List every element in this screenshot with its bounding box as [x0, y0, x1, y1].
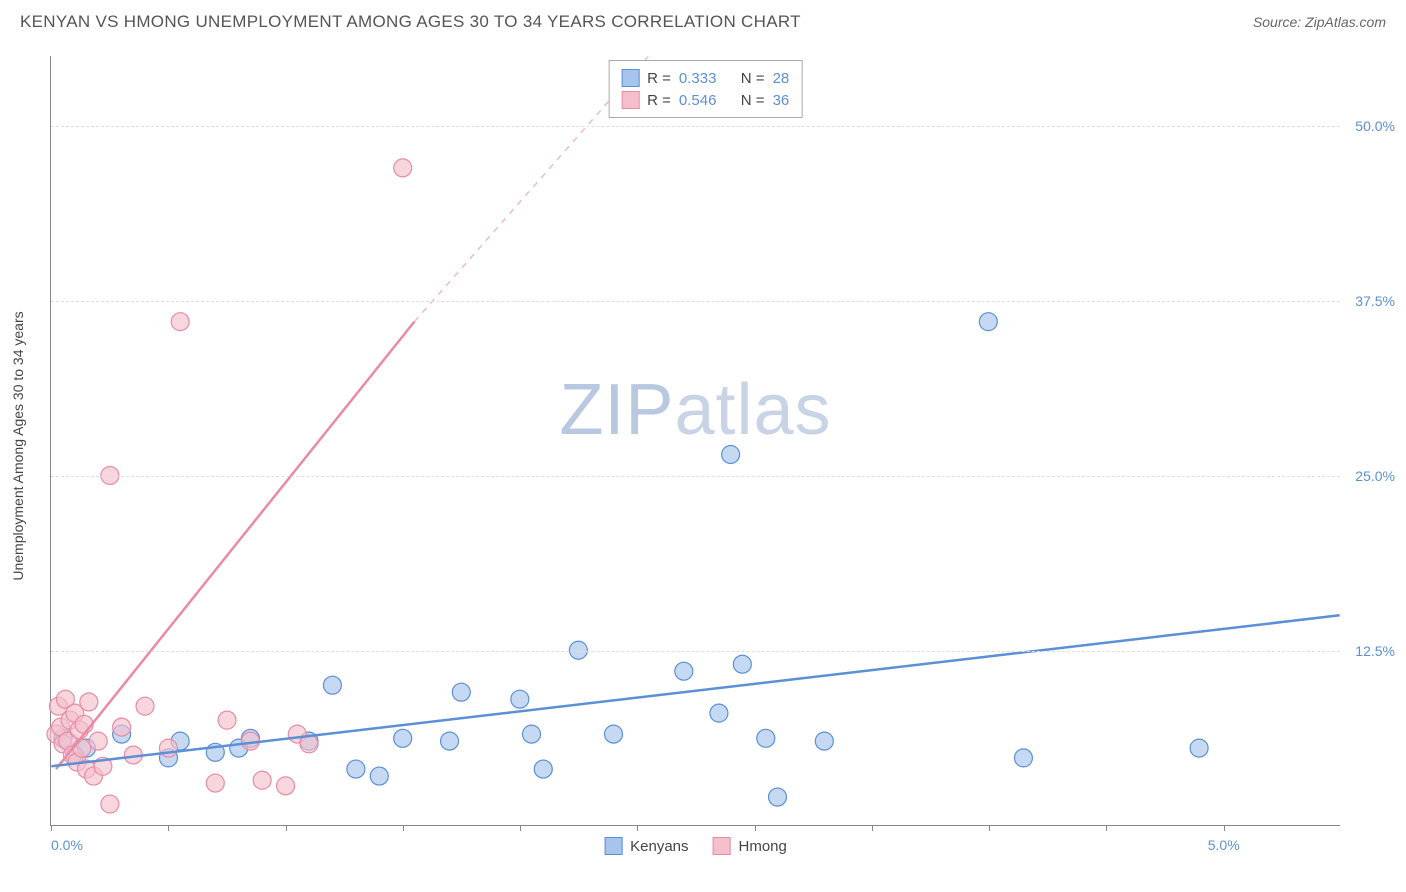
scatter-point	[815, 732, 833, 750]
x-tick	[872, 825, 873, 831]
r-label-2: R =	[647, 92, 671, 109]
x-tick	[520, 825, 521, 831]
scatter-point	[675, 662, 693, 680]
r-value-kenyans: 0.333	[679, 70, 717, 87]
legend-swatch-hmong	[713, 837, 731, 855]
x-tick	[168, 825, 169, 831]
y-tick-label: 12.5%	[1355, 643, 1395, 659]
scatter-point	[768, 788, 786, 806]
scatter-point	[136, 697, 154, 715]
scatter-point	[218, 711, 236, 729]
gridline	[51, 126, 1340, 127]
gridline	[51, 476, 1340, 477]
stats-row-kenyans: R = 0.333 N = 28	[621, 67, 789, 89]
scatter-point	[1014, 749, 1032, 767]
scatter-point	[277, 777, 295, 795]
x-tick	[755, 825, 756, 831]
legend-item-kenyans: Kenyans	[604, 837, 688, 855]
chart-source: Source: ZipAtlas.com	[1253, 14, 1386, 30]
n-value-kenyans: 28	[773, 70, 790, 87]
x-tick	[1224, 825, 1225, 831]
scatter-point	[323, 676, 341, 694]
legend-label-hmong: Hmong	[739, 838, 787, 855]
scatter-point	[1190, 739, 1208, 757]
stats-row-hmong: R = 0.546 N = 36	[621, 89, 789, 111]
y-tick-label: 37.5%	[1355, 293, 1395, 309]
n-label-2: N =	[741, 92, 765, 109]
x-tick-label: 0.0%	[51, 837, 83, 853]
scatter-point	[171, 313, 189, 331]
scatter-point	[441, 732, 459, 750]
legend-label-kenyans: Kenyans	[630, 838, 688, 855]
scatter-point	[534, 760, 552, 778]
y-tick-label: 50.0%	[1355, 118, 1395, 134]
y-axis-label: Unemployment Among Ages 30 to 34 years	[10, 311, 26, 580]
scatter-point	[101, 795, 119, 813]
chart-title: KENYAN VS HMONG UNEMPLOYMENT AMONG AGES …	[20, 12, 801, 32]
scatter-point	[394, 729, 412, 747]
legend-bottom: Kenyans Hmong	[604, 837, 787, 855]
x-tick	[637, 825, 638, 831]
scatter-point	[394, 159, 412, 177]
scatter-point	[113, 718, 131, 736]
legend-swatch-kenyans	[604, 837, 622, 855]
plot-area: ZIPatlas R = 0.333 N = 28 R = 0.546 N = …	[50, 56, 1340, 826]
trend-line-hmong	[56, 322, 414, 769]
x-tick	[989, 825, 990, 831]
scatter-point	[73, 739, 91, 757]
r-label: R =	[647, 70, 671, 87]
chart-header: KENYAN VS HMONG UNEMPLOYMENT AMONG AGES …	[0, 0, 1406, 40]
swatch-hmong	[621, 91, 639, 109]
scatter-point	[511, 690, 529, 708]
gridline	[51, 651, 1340, 652]
scatter-point	[452, 683, 470, 701]
scatter-point	[370, 767, 388, 785]
n-value-hmong: 36	[773, 92, 790, 109]
trend-line-kenyans	[51, 615, 1339, 766]
scatter-point	[80, 693, 98, 711]
gridline	[51, 301, 1340, 302]
scatter-point	[206, 774, 224, 792]
r-value-hmong: 0.546	[679, 92, 717, 109]
chart-svg	[51, 56, 1340, 825]
scatter-point	[605, 725, 623, 743]
scatter-point	[523, 725, 541, 743]
x-tick	[51, 825, 52, 831]
scatter-point	[347, 760, 365, 778]
scatter-point	[757, 729, 775, 747]
scatter-point	[979, 313, 997, 331]
scatter-point	[722, 445, 740, 463]
stats-box: R = 0.333 N = 28 R = 0.546 N = 36	[608, 60, 802, 118]
scatter-point	[733, 655, 751, 673]
scatter-point	[89, 732, 107, 750]
x-tick	[1106, 825, 1107, 831]
swatch-kenyans	[621, 69, 639, 87]
x-tick	[286, 825, 287, 831]
scatter-point	[253, 771, 271, 789]
x-tick-label: 5.0%	[1208, 837, 1240, 853]
scatter-point	[710, 704, 728, 722]
legend-item-hmong: Hmong	[713, 837, 787, 855]
x-tick	[403, 825, 404, 831]
n-label: N =	[741, 70, 765, 87]
y-tick-label: 25.0%	[1355, 468, 1395, 484]
